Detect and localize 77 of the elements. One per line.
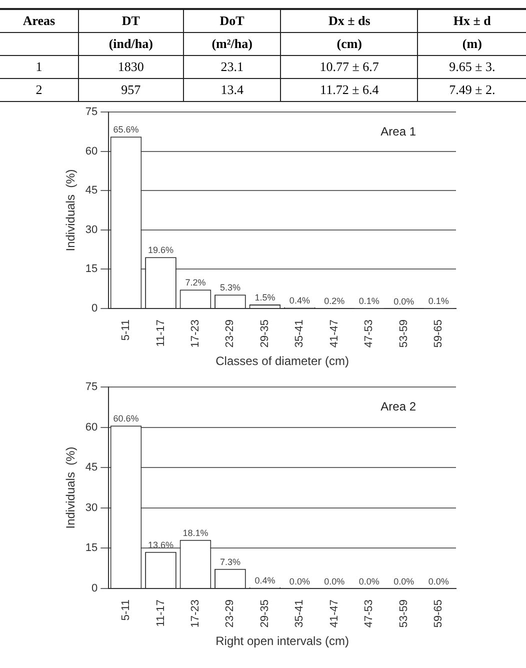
data-label: 0.1% <box>428 296 449 306</box>
x-axis-title: Classes of diameter (cm) <box>216 354 350 368</box>
data-label: 13.6% <box>148 540 174 550</box>
y-tick-label: 30 <box>85 502 98 514</box>
data-label: 0.4% <box>289 295 310 306</box>
y-tick-label: 45 <box>85 184 98 197</box>
x-tick-label: 29-35 <box>258 319 271 348</box>
x-tick-label: 59-65 <box>432 319 445 348</box>
x-tick-label: 23-29 <box>224 319 236 348</box>
x-tick-label: 23-29 <box>224 599 236 628</box>
text: DoT <box>183 9 281 32</box>
data-label: 0.0% <box>324 576 345 586</box>
text: 1830 <box>78 56 184 78</box>
x-tick-label: 17-23 <box>190 319 202 348</box>
x-tick-label: 41-47 <box>328 319 340 348</box>
text: (m²/ha) <box>183 32 281 56</box>
annotation: Area 1 <box>380 124 416 138</box>
y-tick-label: 60 <box>85 145 98 158</box>
data-label: 7.3% <box>220 556 240 567</box>
text: (cm) <box>280 32 418 56</box>
y-tick-label: 30 <box>85 224 98 236</box>
data-label: 18.1% <box>182 528 208 538</box>
data-label: 0.1% <box>358 296 380 306</box>
text: 2 <box>0 78 78 102</box>
text: (m) <box>418 32 526 56</box>
x-tick-label: 41-47 <box>328 599 340 628</box>
data-label: 0.0% <box>428 576 449 586</box>
text: 23.1 <box>183 56 281 78</box>
data-label: 0.0% <box>289 576 310 586</box>
text: 957 <box>78 78 184 102</box>
x-tick-label: 11-17 <box>154 319 167 347</box>
text: 1 <box>0 56 78 78</box>
y-tick-label: 45 <box>85 462 98 474</box>
x-tick-label: 47-53 <box>363 319 376 348</box>
x-tick-label: 53-59 <box>398 319 410 348</box>
data-label: 19.6% <box>148 245 174 256</box>
text: 13.4 <box>183 78 281 102</box>
text: 10.77 ± 6.7 <box>280 56 418 78</box>
x-tick-label: 17-23 <box>190 599 202 628</box>
text: (ind/ha) <box>78 32 184 56</box>
annotation: Area 2 <box>380 399 416 414</box>
x-tick-label: 53-59 <box>398 599 410 628</box>
data-label: 1.5% <box>254 292 276 303</box>
data-label: 0.0% <box>394 296 414 306</box>
x-tick-label: 5-11 <box>120 319 132 341</box>
data-label: 60.6% <box>113 414 139 424</box>
y-tick-label: 60 <box>85 421 98 434</box>
data-label: 0.2% <box>324 296 345 306</box>
data-label: 0.0% <box>358 576 380 586</box>
data-label: 7.2% <box>185 278 206 288</box>
x-tick-label: 5-11 <box>120 599 132 621</box>
y-tick-label: 0 <box>92 582 98 594</box>
data-label: 65.6% <box>113 124 139 135</box>
y-tick-label: 15 <box>85 542 98 554</box>
y-axis-title: Individuals (%) <box>64 169 78 252</box>
text: 7.49 ± 2. <box>418 78 526 102</box>
text: 11.72 ± 6.4 <box>280 78 418 102</box>
x-tick-label: 11-17 <box>154 599 167 627</box>
y-axis-title: Individuals (%) <box>64 446 78 529</box>
text: 9.65 ± 3. <box>418 56 526 78</box>
text: DT <box>78 9 184 32</box>
x-tick-label: 29-35 <box>258 599 271 628</box>
y-tick-label: 75 <box>85 106 98 118</box>
text: Dx ± ds <box>280 9 418 32</box>
data-label: 0.4% <box>254 575 276 586</box>
y-tick-label: 15 <box>85 263 98 276</box>
y-tick-label: 75 <box>85 381 98 394</box>
text: Hx ± d <box>418 9 526 32</box>
data-label: 5.3% <box>220 282 240 293</box>
x-tick-label: 59-65 <box>432 599 445 628</box>
x-tick-label: 35-41 <box>294 319 306 348</box>
y-tick-label: 0 <box>92 302 98 314</box>
x-axis-title: Right open intervals (cm) <box>216 634 350 648</box>
text: Areas <box>0 9 78 32</box>
data-label: 0.0% <box>394 576 414 586</box>
x-tick-label: 35-41 <box>294 599 306 628</box>
x-tick-label: 47-53 <box>363 599 376 628</box>
